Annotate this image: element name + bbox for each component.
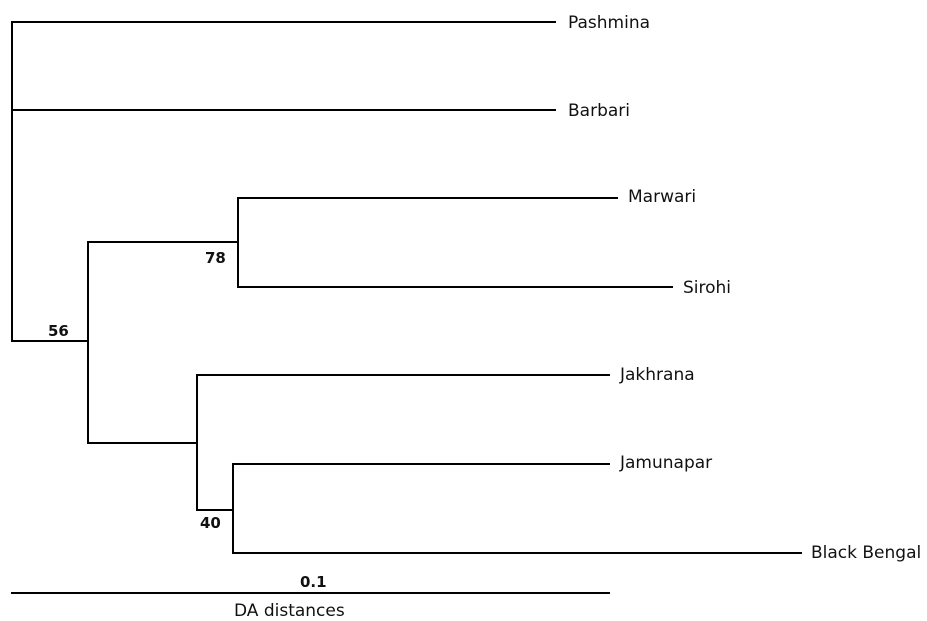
leaf-label-marwari: Marwari bbox=[628, 187, 696, 207]
leaf-label-black-bengal: Black Bengal bbox=[811, 543, 921, 563]
leaf-label-barbari: Barbari bbox=[568, 101, 630, 121]
scale-bar-title: DA distances bbox=[234, 601, 345, 621]
bootstrap-value-78: 78 bbox=[205, 249, 226, 267]
leaf-label-jamunapar: Jamunapar bbox=[619, 453, 712, 473]
bootstrap-value-40: 40 bbox=[200, 514, 221, 532]
scale-bar-value: 0.1 bbox=[300, 573, 327, 591]
leaf-label-jakhrana: Jakhrana bbox=[619, 365, 695, 385]
leaf-label-pashmina: Pashmina bbox=[568, 13, 650, 33]
leaf-label-sirohi: Sirohi bbox=[683, 278, 731, 298]
bootstrap-value-56: 56 bbox=[48, 322, 69, 340]
